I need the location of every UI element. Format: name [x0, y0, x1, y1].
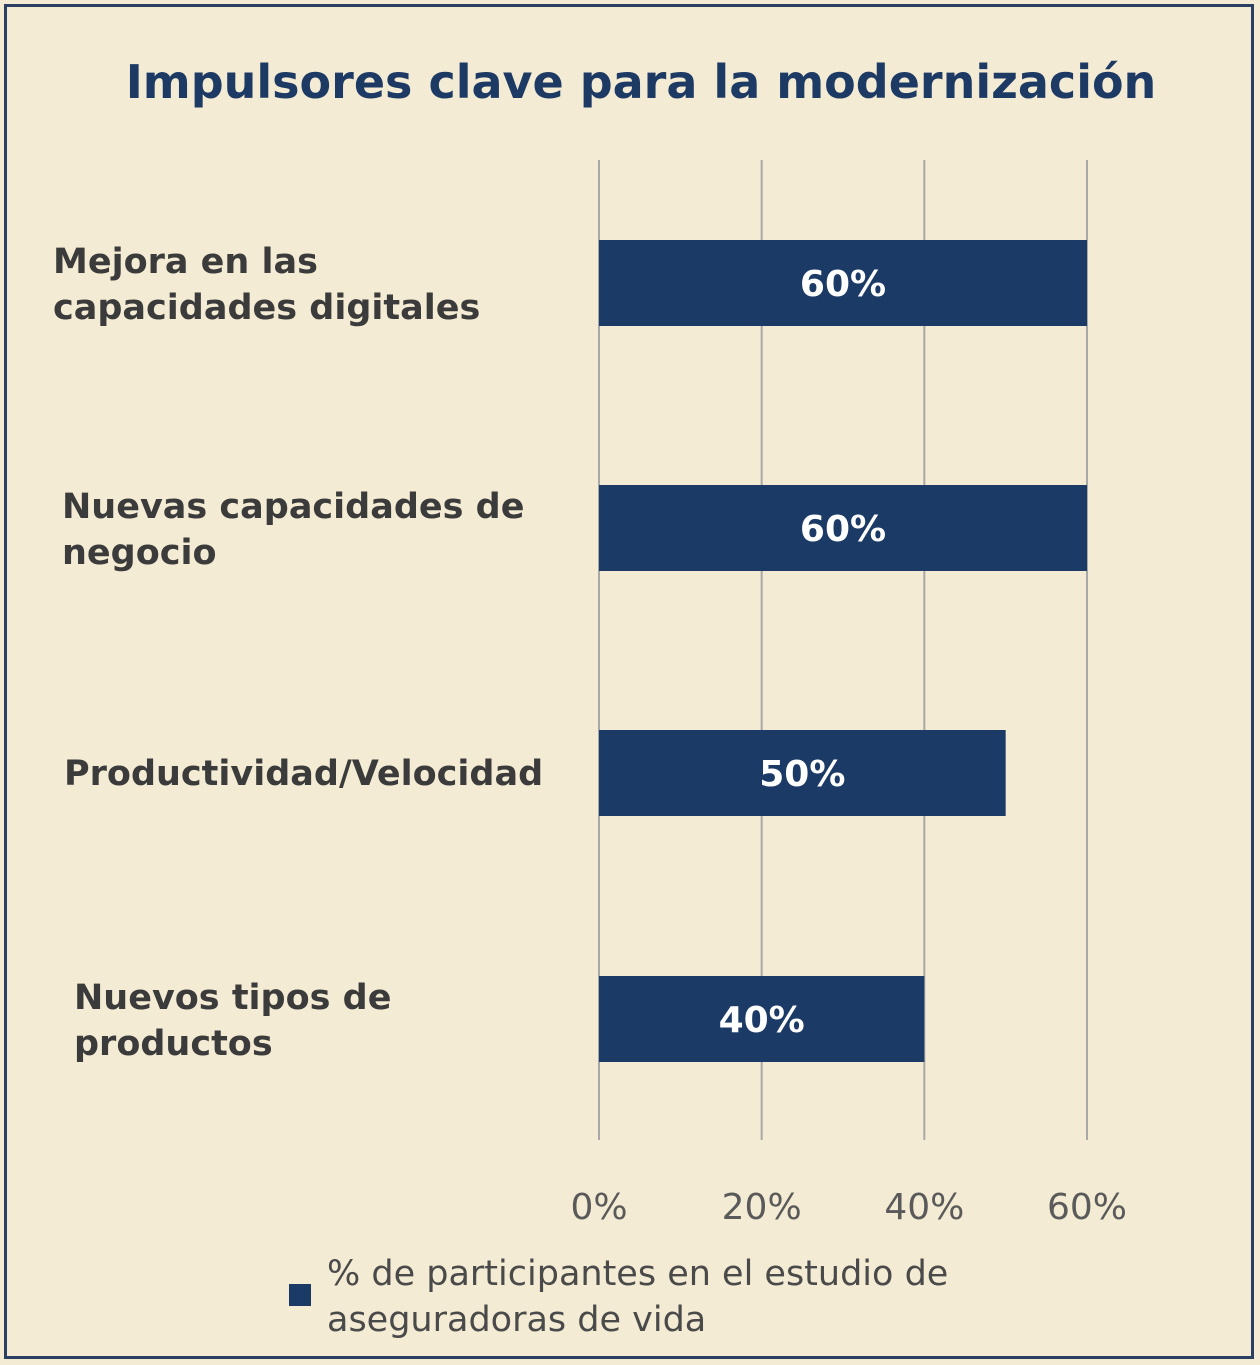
legend-label: % de participantes en el estudio de asegu… [327, 1254, 948, 1340]
chart-frame [4, 4, 1254, 1359]
tick-label-3: 60% [1047, 1187, 1127, 1228]
bar-2 [599, 730, 1006, 816]
bars: 60% 60% 50% 40% [599, 240, 1087, 1062]
category-label-2: Productividad/Velocidad [64, 754, 543, 794]
chart-title: Impulsores clave para la modernización [126, 55, 1157, 109]
x-axis-tick-labels: 0% 20% 40% 60% [570, 1187, 1127, 1228]
category-label-0: Mejora en las capacidades digitales [53, 242, 480, 328]
category-labels: Mejora en las capacidades digitales Nuevas… [53, 242, 543, 1064]
bar-value-label-2: 50% [759, 754, 845, 795]
bar-value-label-1: 60% [800, 509, 886, 550]
legend-swatch [289, 1284, 311, 1306]
bar-1 [599, 485, 1087, 571]
tick-label-0: 0% [570, 1187, 627, 1228]
bar-0 [599, 240, 1087, 326]
tick-label-2: 40% [884, 1187, 964, 1228]
category-label-1: Nuevas capacidades de negocio [62, 487, 524, 573]
tick-label-1: 20% [722, 1187, 802, 1228]
bar-3 [599, 976, 925, 1062]
category-label-3: Nuevos tipos de productos [74, 978, 391, 1064]
bar-value-label-3: 40% [719, 1000, 805, 1041]
bar-value-label-0: 60% [800, 264, 886, 305]
legend: % de participantes en el estudio de asegu… [289, 1254, 948, 1340]
